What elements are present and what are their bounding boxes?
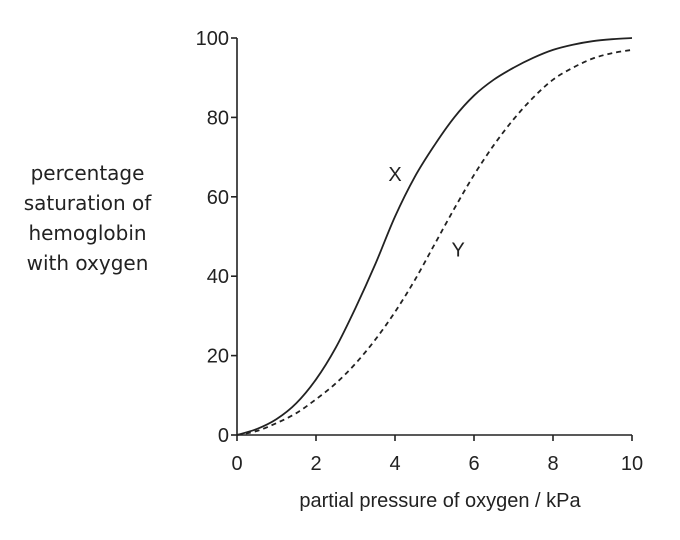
series-label-x: X xyxy=(388,164,401,186)
series-line-x xyxy=(236,37,633,436)
y-tick-label-80: 80 xyxy=(207,107,229,129)
labels-layer: XY xyxy=(388,164,465,261)
x-tick-label-2: 2 xyxy=(310,453,321,475)
x-tick-label-10: 10 xyxy=(621,453,643,475)
series-layer xyxy=(236,37,633,436)
y-tick-label-40: 40 xyxy=(207,266,229,288)
y-axis-title-line-2: saturation of xyxy=(23,191,152,215)
x-tick-label-6: 6 xyxy=(468,453,479,475)
y-axis-title-line-1: percentage xyxy=(30,161,145,185)
x-tick-label-0: 0 xyxy=(231,453,242,475)
y-axis-title-line-3: hemoglobin xyxy=(28,221,147,245)
y-tick-label-20: 20 xyxy=(207,346,229,368)
series-line-y xyxy=(236,49,633,436)
x-tick-label-4: 4 xyxy=(389,453,400,475)
x-axis-title: partial pressure of oxygen / kPa xyxy=(299,490,581,512)
y-axis-title: percentage saturation of hemoglobin with… xyxy=(0,158,175,278)
y-tick-label-60: 60 xyxy=(207,187,229,209)
y-axis-title-line-4: with oxygen xyxy=(26,251,149,275)
series-label-y: Y xyxy=(452,239,465,261)
x-tick-label-8: 8 xyxy=(547,453,558,475)
y-tick-label-0: 0 xyxy=(218,425,229,447)
axes: 0 20 40 60 80 100 0 2 4 6 8 10 xyxy=(196,28,644,475)
y-tick-label-100: 100 xyxy=(196,28,229,50)
